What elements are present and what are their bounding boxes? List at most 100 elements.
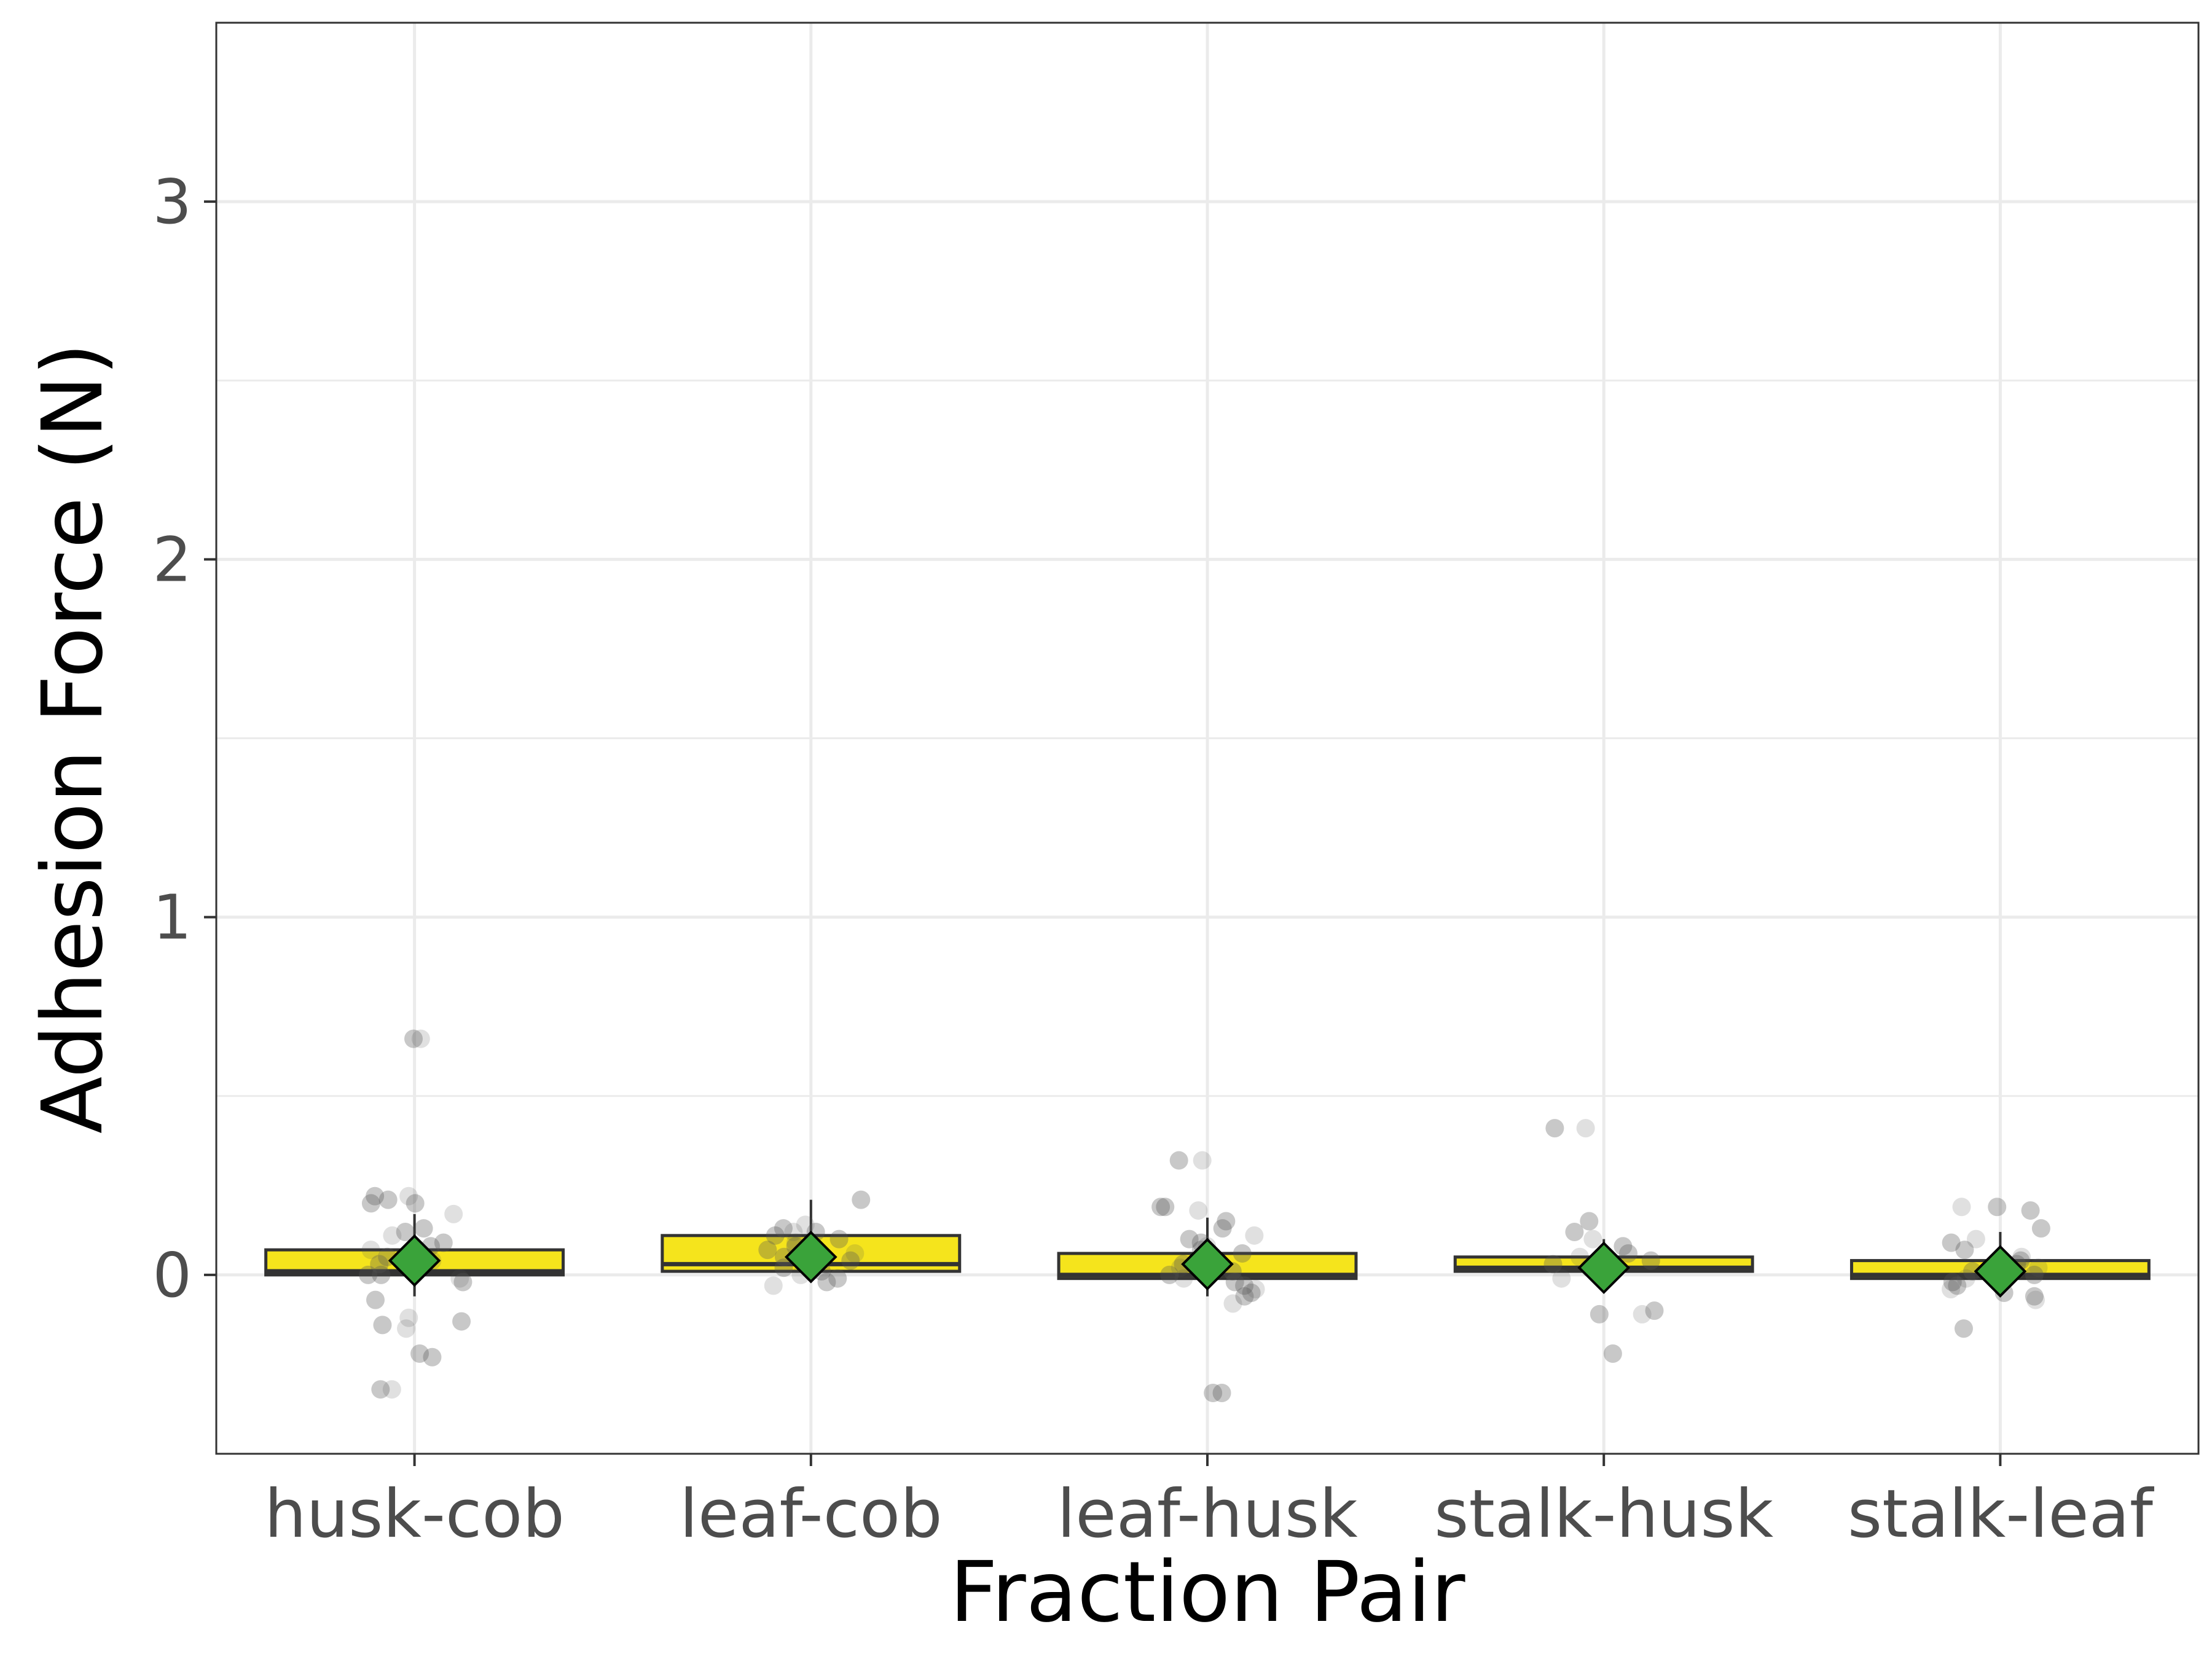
- data-point: [852, 1190, 871, 1209]
- data-point: [1233, 1244, 1252, 1263]
- mean-marker-leaf-husk: [1181, 1237, 1234, 1291]
- data-point: [774, 1219, 793, 1238]
- data-point: [1235, 1276, 1254, 1295]
- data-point: [1603, 1344, 1622, 1363]
- data-point: [423, 1347, 442, 1367]
- data-point: [370, 1255, 389, 1274]
- data-point: [373, 1316, 392, 1335]
- mean-marker-stalk-leaf: [1974, 1245, 2027, 1298]
- data-point: [452, 1312, 471, 1331]
- data-point: [1545, 1119, 1564, 1138]
- mean-marker-leaf-cob: [784, 1230, 837, 1284]
- data-point: [1169, 1151, 1188, 1170]
- data-point: [1956, 1269, 1975, 1288]
- data-point: [774, 1247, 793, 1266]
- data-point: [764, 1276, 783, 1295]
- data-point: [361, 1194, 380, 1213]
- data-point: [1583, 1230, 1602, 1249]
- data-point: [1235, 1287, 1254, 1306]
- data-point: [399, 1186, 418, 1206]
- data-point: [2026, 1290, 2045, 1309]
- data-point: [1576, 1119, 1595, 1138]
- data-point: [1966, 1230, 1985, 1249]
- data-point: [796, 1215, 815, 1234]
- data-point: [366, 1290, 385, 1309]
- data-point: [406, 1194, 425, 1213]
- x-tick-label: leaf-husk: [1057, 1476, 1358, 1553]
- data-point: [1552, 1269, 1571, 1288]
- data-point: [1963, 1262, 1982, 1281]
- data-point: [1174, 1269, 1193, 1288]
- data-point: [2025, 1265, 2044, 1284]
- data-point: [1204, 1384, 1223, 1403]
- data-point: [366, 1186, 385, 1206]
- y-tick-label: 1: [152, 882, 192, 954]
- data-point: [828, 1269, 847, 1288]
- data-point: [434, 1233, 453, 1252]
- data-point: [817, 1273, 836, 1292]
- x-tick-label: husk-cob: [264, 1476, 565, 1553]
- data-point: [1193, 1151, 1212, 1170]
- data-point: [784, 1223, 803, 1242]
- y-axis-title: Adhesion Force (N): [25, 343, 122, 1134]
- x-axis-title: Fraction Pair: [949, 1544, 1465, 1641]
- data-point: [758, 1241, 777, 1260]
- data-point: [450, 1269, 469, 1288]
- data-point: [1223, 1294, 1242, 1313]
- data-point: [1633, 1304, 1652, 1324]
- data-point: [397, 1319, 416, 1338]
- data-point: [372, 1265, 391, 1284]
- data-point: [1645, 1301, 1664, 1320]
- data-point: [359, 1265, 378, 1284]
- data-point: [382, 1380, 401, 1399]
- data-point: [1590, 1304, 1609, 1324]
- data-point: [1151, 1198, 1171, 1217]
- data-point: [1942, 1233, 1961, 1252]
- data-point: [1242, 1283, 1261, 1302]
- data-point: [1954, 1319, 1973, 1338]
- data-point: [841, 1251, 860, 1270]
- mean-markers: [388, 1230, 2027, 1298]
- data-point: [1543, 1255, 1563, 1274]
- data-point: [2025, 1287, 2044, 1306]
- data-point: [2012, 1247, 2031, 1266]
- data-point: [1580, 1212, 1599, 1231]
- data-point: [774, 1258, 793, 1277]
- data-point: [404, 1029, 423, 1048]
- data-point: [830, 1230, 849, 1249]
- data-point: [2031, 1219, 2050, 1238]
- data-point: [1565, 1223, 1584, 1242]
- data-point: [1614, 1237, 1633, 1256]
- data-point: [1948, 1276, 1967, 1295]
- data-point: [1952, 1198, 1971, 1217]
- data-point: [1213, 1219, 1232, 1238]
- data-point: [1641, 1251, 1660, 1270]
- data-point: [1942, 1280, 1961, 1299]
- data-point: [845, 1244, 865, 1263]
- data-point: [1955, 1241, 1974, 1260]
- data-point: [1988, 1198, 2007, 1217]
- data-point: [2021, 1201, 2040, 1220]
- data-point: [396, 1223, 415, 1242]
- data-point: [453, 1273, 473, 1292]
- data-point: [1943, 1273, 1962, 1292]
- y-tick-label: 0: [152, 1239, 192, 1311]
- data-point: [1212, 1384, 1231, 1403]
- data-point: [410, 1344, 429, 1363]
- data-point: [1618, 1244, 1637, 1263]
- data-point: [766, 1226, 785, 1245]
- data-point: [383, 1226, 402, 1245]
- data-point: [411, 1029, 430, 1048]
- data-point: [361, 1241, 380, 1260]
- data-point: [1160, 1265, 1179, 1284]
- x-tick-label: stalk-leaf: [1848, 1476, 2155, 1553]
- data-point: [414, 1219, 433, 1238]
- mean-marker-husk-cob: [388, 1234, 441, 1287]
- y-tick-label: 2: [152, 524, 192, 595]
- data-point: [1217, 1212, 1236, 1231]
- data-point: [2029, 1258, 2048, 1277]
- data-point: [399, 1308, 418, 1327]
- axes: 0 1 2 3 husk-cob leaf-cob leaf-husk stalk-husk s…: [152, 166, 2154, 1553]
